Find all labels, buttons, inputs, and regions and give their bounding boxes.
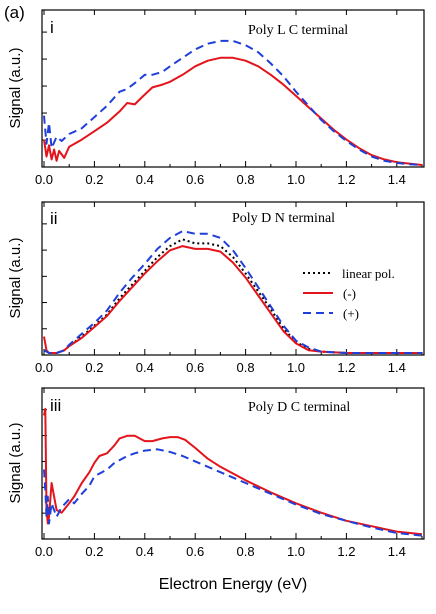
panel-i-x-tick-label: 1.0 [287, 172, 305, 187]
panel-iii-numeral: iii [50, 396, 61, 415]
legend-plus-label: (+) [343, 306, 359, 321]
panel-iii-y-axis-label: Signal (a.u.) [7, 423, 24, 504]
panel-i-x-tick-label: 0.0 [35, 172, 53, 187]
panel-iii-x-tick-label: 0.0 [35, 544, 53, 559]
panel-i-numeral: i [50, 18, 54, 37]
panel-i-x-tick-label: 1.2 [337, 172, 355, 187]
legend-linear-label: linear pol. [342, 266, 395, 281]
legend: linear pol. (-) (+) [303, 266, 395, 321]
panel-ii-x-tick-label: 1.0 [287, 360, 305, 375]
panel-i-x-tick-label: 1.4 [388, 172, 406, 187]
panel-iii-title: Poly D C terminal [248, 400, 350, 415]
panel-iii-x-tick-label: 1.4 [388, 544, 406, 559]
panel-iii-series-minus-line [43, 407, 423, 536]
panel-ii-x-tick-label: 0.2 [85, 360, 103, 375]
panel-ii-x-tick-label: 1.4 [388, 360, 406, 375]
panel-ii-x-tick-label: 0.6 [186, 360, 204, 375]
panel-ii-numeral: ii [50, 209, 58, 228]
panel-i-x-tick-label: 0.2 [85, 172, 103, 187]
panel-ii-series-plus-line [43, 230, 422, 354]
panel-i: i Poly L C terminal Signal (a.u.) 0.0 0.2… [7, 9, 425, 187]
panel-iii-x-tick-label: 0.2 [85, 544, 103, 559]
panel-iii-series-plus-line [43, 448, 423, 537]
panel-iii-x-tick-label: 0.6 [186, 544, 204, 559]
panel-ii-frame [41, 201, 425, 356]
panel-i-x-tick-label: 0.6 [186, 172, 204, 187]
panel-ii-title: Poly D N terminal [232, 211, 335, 226]
panel-i-series-minus-line [43, 56, 423, 166]
legend-minus-label: (-) [343, 286, 356, 301]
panel-ii-series-minus-line [43, 245, 422, 354]
panel-ii-x-tick-label: 0.8 [237, 360, 255, 375]
x-axis-label: Electron Energy (eV) [159, 576, 308, 593]
panel-i-y-axis-label: Signal (a.u.) [7, 48, 24, 129]
panel-iii: iii Poly D C terminal Signal (a.u.) 0.0 0… [7, 387, 425, 559]
panel-iii-x-tick-label: 0.8 [237, 544, 255, 559]
panel-i-x-tick-label: 0.8 [237, 172, 255, 187]
panel-iii-frame [41, 387, 425, 540]
panel-iii-x-tick-label: 1.0 [287, 544, 305, 559]
panel-ii-series-linear-pol-line [43, 238, 422, 354]
panel-ii: ii Poly D N terminal Signal (a.u.) linea… [7, 201, 425, 375]
panel-ii-x-tick-label: 0.4 [136, 360, 154, 375]
panel-iii-x-tick-label: 0.4 [136, 544, 154, 559]
panel-ii-x-tick-label: 0.0 [35, 360, 53, 375]
panel-iii-x-tick-label: 1.2 [337, 544, 355, 559]
panel-i-x-tick-label: 0.4 [136, 172, 154, 187]
panel-ii-x-tick-label: 1.2 [337, 360, 355, 375]
panel-ii-y-axis-label: Signal (a.u.) [7, 238, 24, 319]
figure-label: (a) [4, 3, 25, 22]
panel-i-frame [41, 9, 425, 168]
panel-i-title: Poly L C terminal [248, 23, 348, 38]
panel-i-series-plus-line [43, 39, 423, 166]
